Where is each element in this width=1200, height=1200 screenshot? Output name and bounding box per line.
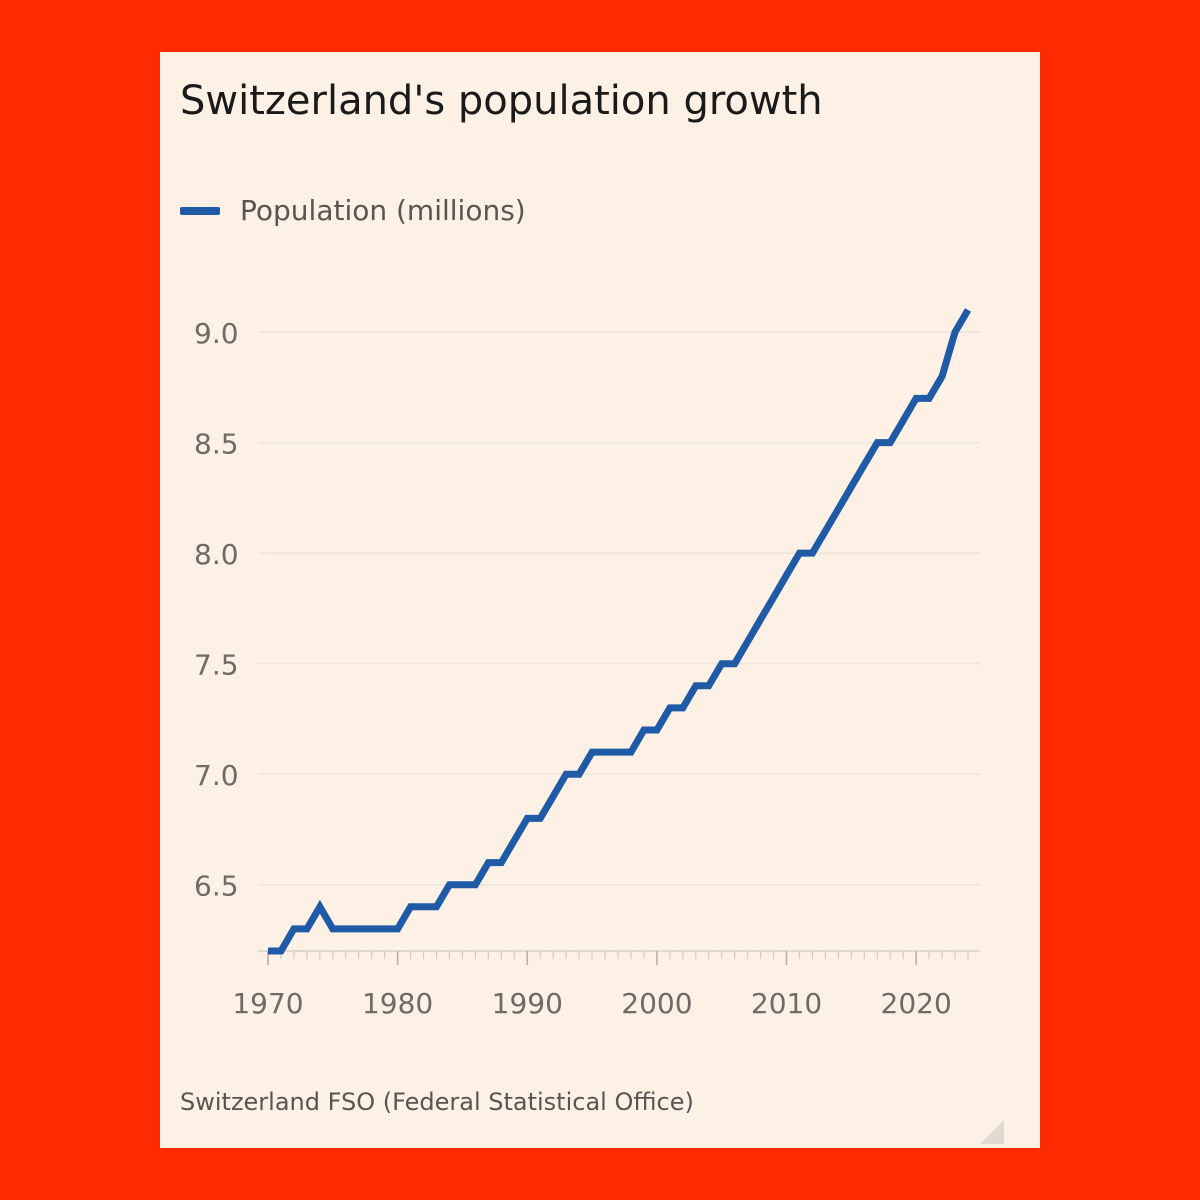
- legend-label-population: Population (millions): [240, 194, 526, 227]
- y-tick-label: 8.0: [194, 538, 239, 571]
- x-tick-label: 1970: [232, 987, 303, 1020]
- y-tick-label: 7.0: [194, 759, 239, 792]
- series-population: [268, 308, 972, 955]
- x-tick-label: 1980: [362, 987, 433, 1020]
- y-axis-ticks: 6.5 7.0 7.5 8.0 8.5 9.0: [194, 317, 239, 903]
- chart-title: Switzerland's population growth: [180, 78, 823, 124]
- x-tick-label: 2000: [621, 987, 692, 1020]
- source-note: Switzerland FSO (Federal Statistical Off…: [180, 1088, 694, 1116]
- legend-swatch-population: [180, 206, 220, 215]
- gridlines: [258, 331, 980, 886]
- series-line-population: [268, 308, 972, 955]
- line-chart: 6.5 7.0 7.5 8.0 8.5 9.0 1970 1980 1990 2000 2010 2…: [194, 308, 980, 1020]
- y-tick-label: 7.5: [194, 649, 239, 682]
- y-tick-label: 8.5: [194, 428, 239, 461]
- x-tick-label: 2020: [881, 987, 952, 1020]
- legend: Population (millions): [180, 194, 526, 227]
- resize-corner-icon: [980, 1120, 1004, 1144]
- chart-card: Switzerland's population growth Populati…: [160, 52, 1040, 1148]
- x-tick-label: 2010: [751, 987, 822, 1020]
- x-tick-label: 1990: [492, 987, 563, 1020]
- x-axis: 1970 1980 1990 2000 2010 2020: [232, 950, 980, 1020]
- y-tick-label: 6.5: [194, 870, 239, 903]
- y-tick-label: 9.0: [194, 317, 239, 350]
